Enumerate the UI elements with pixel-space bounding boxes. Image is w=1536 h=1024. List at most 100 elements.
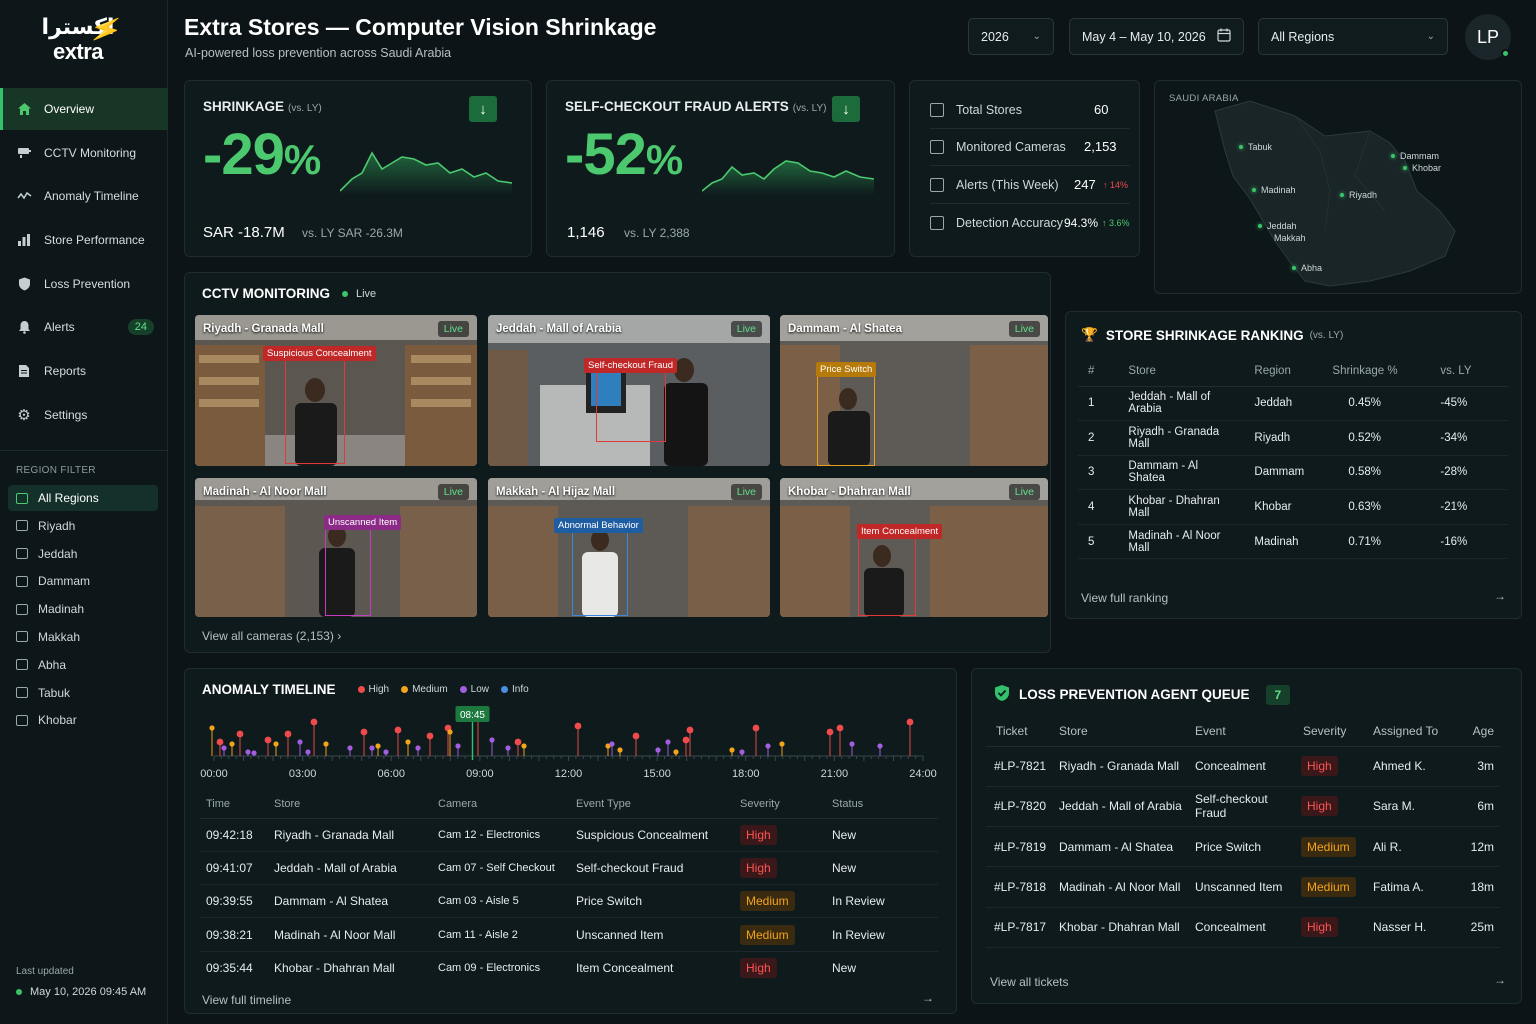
anomaly-event-marker[interactable] (383, 749, 389, 756)
anomaly-event-marker[interactable] (632, 732, 640, 756)
camera-feed[interactable]: Jeddah - Mall of Arabia Live Self-checko… (488, 315, 770, 466)
region-item-riyadh[interactable]: Riyadh (8, 513, 158, 539)
table-row[interactable]: 3 Dammam - Al Shatea Dammam 0.58% -28% (1078, 455, 1508, 491)
region-item-makkah[interactable]: Makkah (8, 624, 158, 650)
nav-item-anomaly-timeline[interactable]: Anomaly Timeline (0, 175, 168, 217)
table-row[interactable]: #LP-7821 Riyadh - Granada Mall Concealment… (986, 746, 1500, 787)
anomaly-event-marker[interactable] (236, 730, 244, 756)
city-marker[interactable]: Jeddah (1258, 221, 1297, 231)
anomaly-event-marker[interactable] (310, 718, 318, 756)
anomaly-event-marker[interactable] (752, 724, 760, 756)
anomaly-event-marker[interactable] (394, 726, 402, 756)
table-row[interactable]: #LP-7819 Dammam - Al Shatea Price Switch Me… (986, 826, 1500, 868)
anomaly-event-marker[interactable] (251, 750, 257, 756)
anomaly-event-marker[interactable] (665, 739, 671, 756)
view-all-tickets-link[interactable]: View all tickets (990, 975, 1069, 989)
anomaly-event-marker[interactable] (605, 743, 611, 756)
anomaly-event-marker[interactable] (826, 728, 834, 756)
anomaly-event-marker[interactable] (455, 743, 461, 756)
city-marker[interactable]: Makkah (1265, 233, 1306, 243)
anomaly-event-marker[interactable] (216, 738, 224, 756)
anomaly-event-marker[interactable] (655, 747, 661, 756)
anomaly-event-marker[interactable] (765, 743, 771, 756)
anomaly-event-marker[interactable] (609, 741, 615, 756)
table-row[interactable]: 1 Jeddah - Mall of Arabia Jeddah 0.45% -45% (1078, 386, 1508, 422)
arrow-right-icon[interactable]: → (922, 991, 934, 1005)
anomaly-event-marker[interactable] (682, 736, 690, 756)
city-marker[interactable]: Riyadh (1340, 190, 1377, 200)
table-row[interactable]: #LP-7820 Jeddah - Mall of Arabia Self-chec… (986, 786, 1500, 828)
anomaly-event-marker[interactable] (415, 745, 421, 756)
anomaly-event-marker[interactable] (323, 741, 329, 756)
anomaly-event-marker[interactable] (521, 743, 527, 756)
table-row[interactable]: 2 Riyadh - Granada Mall Riyadh 0.52% -34% (1078, 420, 1508, 456)
anomaly-event-marker[interactable] (836, 724, 844, 756)
anomaly-event-marker[interactable] (284, 730, 292, 756)
anomaly-event-marker[interactable] (906, 718, 914, 756)
anomaly-event-marker[interactable] (405, 739, 411, 756)
anomaly-event-marker[interactable] (369, 745, 375, 756)
ticket-cell[interactable]: #LP-7818 (986, 866, 1059, 908)
table-row[interactable]: 09:35:44 Khobar - Dhahran Mall Cam 09 - El… (200, 951, 938, 984)
anomaly-event-marker[interactable] (505, 745, 511, 756)
city-marker[interactable]: Tabuk (1239, 142, 1272, 152)
nav-item-alerts[interactable]: Alerts 24 (0, 306, 168, 348)
region-item-tabuk[interactable]: Tabuk (8, 680, 158, 706)
extra-logo[interactable]: اكسترا extra ⚡ (40, 10, 127, 68)
nav-item-settings[interactable]: ⚙ Settings (0, 394, 168, 436)
anomaly-event-marker[interactable] (574, 722, 582, 756)
view-full-ranking-link[interactable]: View full ranking (1081, 591, 1169, 605)
anomaly-event-marker[interactable] (375, 743, 381, 756)
anomaly-event-marker[interactable] (264, 736, 272, 756)
anomaly-event-marker[interactable] (686, 726, 694, 756)
anomaly-event-marker[interactable] (209, 725, 215, 756)
camera-feed[interactable]: Dammam - Al Shatea Live Price Switch (780, 315, 1048, 466)
saudi-map-card[interactable]: SAUDI ARABIA Tabuk Dammam Khobar Madinah… (1154, 80, 1522, 294)
anomaly-event-marker[interactable] (447, 729, 453, 756)
table-row[interactable]: 4 Khobar - Dhahran Mall Khobar 0.63% -21% (1078, 489, 1508, 525)
city-marker[interactable]: Khobar (1403, 163, 1441, 173)
user-avatar[interactable]: LP (1465, 14, 1511, 60)
anomaly-timeline-chart[interactable]: 08:45 00:00 03:00 06:00 09:00 12:00 15:00 18:00… (196, 704, 946, 786)
anomaly-event-marker[interactable] (273, 741, 279, 756)
nav-item-reports[interactable]: Reports (0, 350, 168, 392)
region-item-jeddah[interactable]: Jeddah (8, 541, 158, 567)
anomaly-event-marker[interactable] (877, 743, 883, 756)
nav-item-cctv-monitoring[interactable]: CCTV Monitoring (0, 132, 168, 174)
ticket-cell[interactable]: #LP-7820 (986, 786, 1059, 828)
region-item-khobar[interactable]: Khobar (8, 707, 158, 733)
city-marker[interactable]: Abha (1292, 263, 1322, 273)
camera-feed[interactable]: Makkah - Al Hijaz Mall Live Abnormal Beh… (488, 478, 770, 617)
nav-item-store-performance[interactable]: Store Performance (0, 219, 168, 261)
table-row[interactable]: 5 Madinah - Al Noor Mall Madinah 0.71% -16% (1078, 524, 1508, 560)
arrow-right-icon[interactable]: → (1494, 589, 1506, 603)
table-row[interactable]: 09:41:07 Jeddah - Mall of Arabia Cam 07 - … (200, 851, 938, 886)
anomaly-event-marker[interactable] (305, 749, 311, 756)
table-row[interactable]: #LP-7818 Madinah - Al Noor Mall Unscanned … (986, 866, 1500, 908)
ticket-cell[interactable]: #LP-7821 (986, 746, 1059, 787)
year-select[interactable]: 2026 ⌄ (968, 18, 1054, 55)
anomaly-event-marker[interactable] (229, 741, 235, 756)
anomaly-event-marker[interactable] (489, 737, 495, 756)
ticket-cell[interactable]: #LP-7817 (986, 907, 1059, 948)
table-row[interactable]: #LP-7817 Khobar - Dhahran Mall Concealment… (986, 907, 1500, 948)
region-item-dammam[interactable]: Dammam (8, 568, 158, 594)
view-all-cameras-link[interactable]: View all cameras (2,153) › (202, 629, 341, 643)
nav-item-overview[interactable]: Overview (0, 88, 168, 130)
nav-item-loss-prevention[interactable]: Loss Prevention (0, 263, 168, 305)
view-full-timeline-link[interactable]: View full timeline (202, 993, 292, 1007)
anomaly-event-marker[interactable] (347, 745, 353, 756)
region-item-all[interactable]: All Regions (8, 485, 158, 511)
anomaly-event-marker[interactable] (739, 749, 745, 756)
date-range-picker[interactable]: May 4 – May 10, 2026 (1069, 18, 1244, 55)
anomaly-event-marker[interactable] (245, 749, 251, 756)
city-marker[interactable]: Madinah (1252, 185, 1296, 195)
table-row[interactable]: 09:42:18 Riyadh - Granada Mall Cam 12 - El… (200, 818, 938, 852)
camera-feed[interactable]: Riyadh - Granada Mall Live Suspicious Co… (195, 315, 477, 466)
anomaly-event-marker[interactable] (617, 747, 623, 756)
anomaly-event-marker[interactable] (673, 749, 679, 756)
arrow-right-icon[interactable]: → (1494, 973, 1506, 987)
anomaly-event-marker[interactable] (729, 747, 735, 756)
anomaly-event-marker[interactable] (221, 745, 227, 756)
anomaly-event-marker[interactable] (426, 732, 434, 756)
